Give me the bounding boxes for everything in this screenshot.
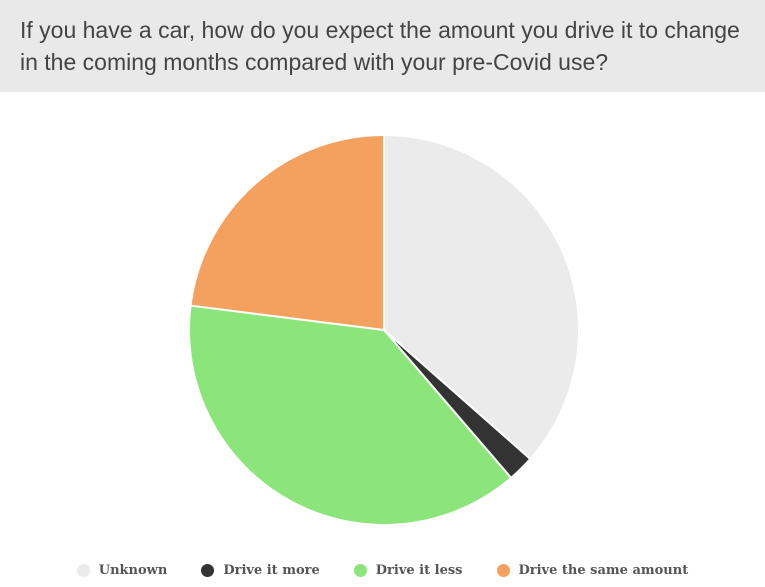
legend-swatch bbox=[353, 563, 367, 577]
legend-item-unknown: Unknown bbox=[76, 562, 168, 578]
legend-label: Drive it more bbox=[223, 562, 320, 578]
legend-item-drive-it-more: Drive it more bbox=[201, 562, 320, 578]
pie-slice-unknown bbox=[383, 133, 580, 461]
legend: Unknown Drive it more Drive it less Drive t… bbox=[0, 558, 765, 582]
legend-item-drive-it-less: Drive it less bbox=[353, 562, 463, 578]
title-bar: If you have a car, how do you expect the… bbox=[0, 0, 765, 92]
legend-swatch bbox=[76, 563, 90, 577]
legend-swatch bbox=[201, 563, 215, 577]
legend-label: Unknown bbox=[98, 562, 168, 578]
pie-slice-drive-the-same-amount bbox=[189, 133, 385, 332]
pie-slice-drive-it-less bbox=[188, 304, 513, 526]
chart-title: If you have a car, how do you expect the… bbox=[20, 17, 740, 75]
legend-item-drive-the-same-amount: Drive the same amount bbox=[496, 562, 689, 578]
legend-label: Drive the same amount bbox=[518, 562, 689, 578]
legend-label: Drive it less bbox=[375, 562, 463, 578]
legend-swatch bbox=[496, 563, 510, 577]
